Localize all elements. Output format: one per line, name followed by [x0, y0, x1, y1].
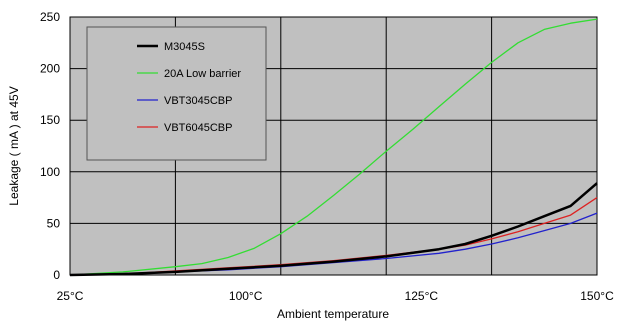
legend-box: [86, 26, 267, 161]
legend: M3045S 20A Low barrier VBT3045CBP VBT6045CB…: [86, 26, 267, 161]
x-tick-label: 100°C: [229, 289, 263, 303]
x-tick-label: 150°C: [580, 289, 614, 303]
y-tick-label: 100: [40, 165, 60, 179]
legend-label: VBT6045CBP: [164, 122, 232, 134]
x-tick-label: 125°C: [405, 289, 439, 303]
y-tick-label: 150: [40, 113, 60, 127]
y-tick-label: 200: [40, 62, 60, 76]
y-tick-labels: 0 50 100 150 200 250: [40, 10, 60, 282]
y-tick-label: 0: [53, 268, 60, 282]
y-axis-title: Leakage ( mA ) at 45V: [7, 86, 21, 205]
legend-label: M3045S: [164, 41, 205, 53]
y-tick-label: 50: [47, 216, 61, 230]
x-tick-labels: 25°C 100°C 125°C 150°C: [57, 289, 614, 303]
series-layer: [69, 18, 598, 277]
y-tick-label: 250: [40, 10, 60, 24]
x-axis-title: Ambient temperature: [277, 307, 389, 321]
x-tick-label: 25°C: [57, 289, 84, 303]
legend-label: 20A Low barrier: [164, 68, 241, 80]
series-line-m3045s: [69, 182, 598, 277]
legend-label: VBT3045CBP: [164, 95, 232, 107]
series-line-20a-low-barrier: [69, 18, 598, 276]
